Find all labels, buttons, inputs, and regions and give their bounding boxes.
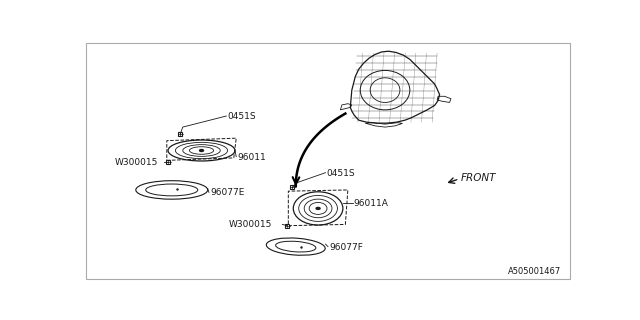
Ellipse shape [200,149,204,151]
Text: A505001467: A505001467 [508,267,561,276]
Text: W300015: W300015 [115,157,158,167]
Text: 96011A: 96011A [354,199,388,209]
Text: 96011: 96011 [237,153,266,162]
Text: FRONT: FRONT [461,172,497,183]
Text: 0451S: 0451S [227,111,256,121]
Text: 0451S: 0451S [326,169,355,178]
Text: 96077E: 96077E [210,188,244,197]
Text: 96077F: 96077F [329,243,363,252]
Ellipse shape [316,207,320,209]
Text: W300015: W300015 [229,220,272,229]
